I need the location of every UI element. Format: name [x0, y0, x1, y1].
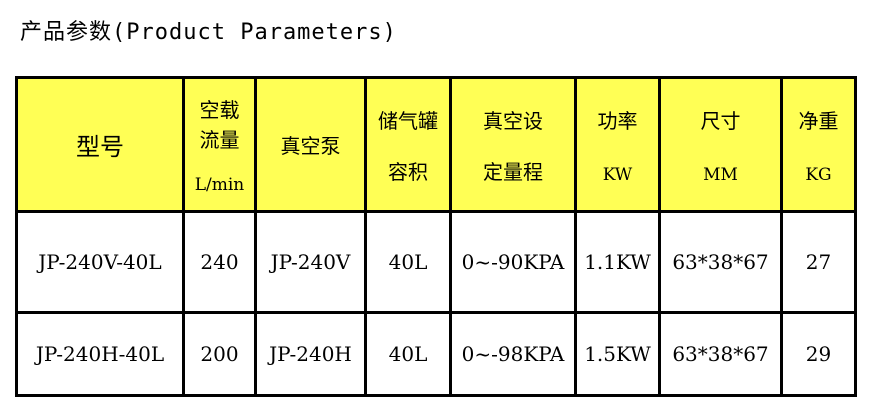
header-flow-label: 空载流量	[199, 97, 240, 152]
header-size: 尺寸 MM	[658, 76, 783, 213]
cell-tank: 40L	[364, 311, 452, 397]
cell-flow: 240	[182, 210, 257, 314]
header-tank-label-2: 容积	[388, 159, 428, 184]
page-title: 产品参数(Product Parameters)	[20, 20, 397, 45]
header-power-unit: KW	[602, 164, 633, 185]
cell-size: 63*38*67	[658, 311, 783, 397]
cell-model: JP-240H-40L	[15, 311, 185, 397]
header-weight: 净重 KG	[780, 76, 857, 213]
header-tank: 储气罐 容积	[364, 76, 452, 213]
cell-pump: JP-240V	[254, 210, 367, 314]
header-size-label: 尺寸	[700, 108, 741, 133]
parameters-table: 型号 空载流量 L/min 真空泵 储气罐 容积 真空设 定量程 功率 KW 尺寸 MM …	[15, 76, 857, 397]
table-row: JP-240H-40L 200 JP-240H 40L 0~-98KPA 1.5…	[15, 311, 857, 397]
header-flow: 空载流量 L/min	[182, 76, 257, 213]
cell-flow: 200	[182, 311, 257, 397]
cell-range: 0~-90KPA	[449, 210, 577, 314]
cell-weight: 29	[780, 311, 857, 397]
header-range-label: 真空设	[483, 108, 543, 133]
header-pump: 真空泵	[254, 76, 367, 213]
header-tank-label: 储气罐	[378, 108, 438, 133]
cell-range: 0~-98KPA	[449, 311, 577, 397]
header-weight-label: 净重	[798, 108, 839, 133]
table-row: JP-240V-40L 240 JP-240V 40L 0~-90KPA 1.1…	[15, 210, 857, 314]
header-model: 型号	[15, 76, 185, 213]
header-model-label: 型号	[76, 133, 124, 161]
cell-pump: JP-240H	[254, 311, 367, 397]
header-power-label: 功率	[597, 108, 638, 133]
cell-model: JP-240V-40L	[15, 210, 185, 314]
header-weight-unit: KG	[805, 164, 832, 185]
header-power: 功率 KW	[574, 76, 661, 213]
header-row: 型号 空载流量 L/min 真空泵 储气罐 容积 真空设 定量程 功率 KW 尺寸 MM …	[15, 76, 857, 213]
cell-power: 1.5KW	[574, 311, 661, 397]
cell-power: 1.1KW	[574, 210, 661, 314]
header-size-unit: MM	[703, 164, 738, 185]
header-range: 真空设 定量程	[449, 76, 577, 213]
cell-size: 63*38*67	[658, 210, 783, 314]
cell-tank: 40L	[364, 210, 452, 314]
header-range-label-2: 定量程	[483, 159, 543, 184]
header-flow-unit: L/min	[194, 174, 245, 195]
header-pump-label: 真空泵	[280, 134, 341, 158]
cell-weight: 27	[780, 210, 857, 314]
